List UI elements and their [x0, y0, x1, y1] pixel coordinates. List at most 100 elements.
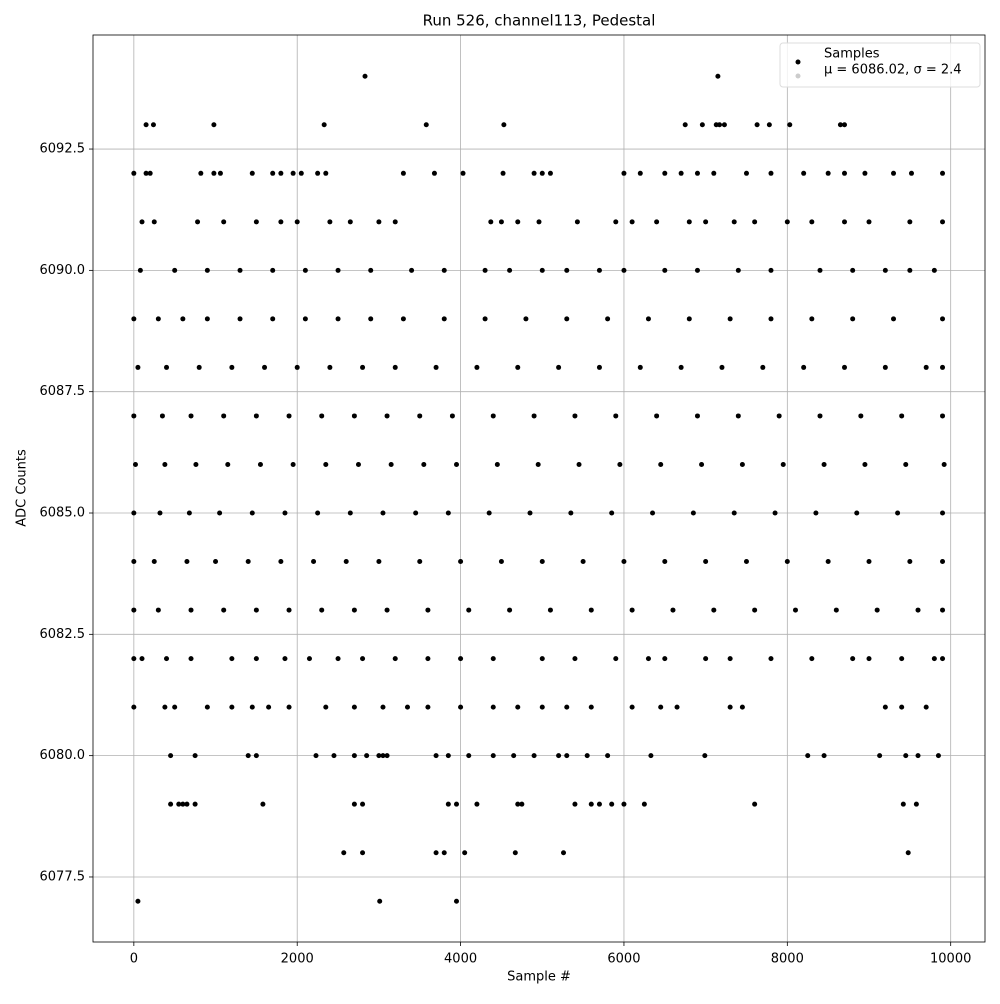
point — [249, 704, 255, 710]
point — [494, 461, 500, 467]
point — [131, 704, 137, 710]
point — [319, 413, 325, 419]
point — [596, 364, 602, 370]
point — [637, 170, 643, 176]
point — [792, 607, 798, 613]
point — [225, 461, 231, 467]
point — [727, 656, 733, 662]
point — [512, 850, 518, 856]
point — [286, 413, 292, 419]
point — [425, 656, 431, 662]
point — [686, 316, 692, 322]
point — [306, 656, 312, 662]
point — [417, 559, 423, 565]
point — [931, 656, 937, 662]
point — [245, 753, 251, 759]
point — [500, 170, 506, 176]
point — [217, 170, 223, 176]
point — [940, 510, 946, 516]
point — [735, 267, 741, 273]
point — [842, 219, 848, 225]
point — [674, 704, 680, 710]
point — [940, 316, 946, 322]
point — [490, 753, 496, 759]
point — [715, 73, 721, 79]
point — [721, 122, 727, 128]
point — [574, 219, 580, 225]
point — [131, 170, 137, 176]
point — [702, 753, 708, 759]
point — [131, 656, 137, 662]
point — [776, 413, 782, 419]
point — [882, 267, 888, 273]
point — [539, 559, 545, 565]
point — [380, 753, 386, 759]
point — [523, 316, 529, 322]
point — [323, 461, 329, 467]
point — [842, 122, 848, 128]
point — [147, 170, 153, 176]
point — [531, 413, 537, 419]
point — [923, 704, 929, 710]
point — [229, 364, 235, 370]
point — [539, 170, 545, 176]
point — [376, 753, 382, 759]
point — [466, 753, 472, 759]
point — [351, 413, 357, 419]
point — [877, 753, 883, 759]
point — [453, 898, 459, 904]
point — [780, 461, 786, 467]
point — [694, 413, 700, 419]
point — [801, 364, 807, 370]
point — [162, 704, 168, 710]
point — [501, 122, 507, 128]
point — [159, 413, 165, 419]
point — [866, 219, 872, 225]
point — [735, 413, 741, 419]
point — [217, 510, 223, 516]
point — [462, 850, 468, 856]
point — [694, 267, 700, 273]
point — [302, 316, 308, 322]
point — [282, 656, 288, 662]
point — [335, 267, 341, 273]
point — [662, 267, 668, 273]
y-tick-label: 6087.5 — [40, 384, 86, 399]
point — [237, 316, 243, 322]
point — [257, 461, 263, 467]
point — [621, 559, 627, 565]
point — [645, 316, 651, 322]
point — [903, 753, 909, 759]
point — [531, 753, 537, 759]
x-tick-label: 0 — [130, 952, 138, 967]
point — [613, 656, 619, 662]
plot-frame — [92, 34, 986, 943]
point — [286, 607, 292, 613]
y-tick-label: 6080.0 — [40, 748, 86, 763]
point — [572, 801, 578, 807]
point — [605, 316, 611, 322]
point — [131, 607, 137, 613]
point — [821, 461, 827, 467]
point — [907, 219, 913, 225]
point — [899, 656, 905, 662]
point — [368, 267, 374, 273]
point — [262, 364, 268, 370]
point — [184, 559, 190, 565]
point — [315, 510, 321, 516]
point — [131, 316, 137, 322]
point — [278, 559, 284, 565]
point — [882, 704, 888, 710]
point — [584, 753, 590, 759]
point — [229, 656, 235, 662]
point — [768, 170, 774, 176]
point — [192, 753, 198, 759]
point — [404, 704, 410, 710]
point — [703, 656, 709, 662]
point — [150, 122, 156, 128]
point — [809, 316, 815, 322]
point — [278, 170, 284, 176]
point — [260, 801, 266, 807]
point — [842, 364, 848, 370]
point — [752, 219, 758, 225]
